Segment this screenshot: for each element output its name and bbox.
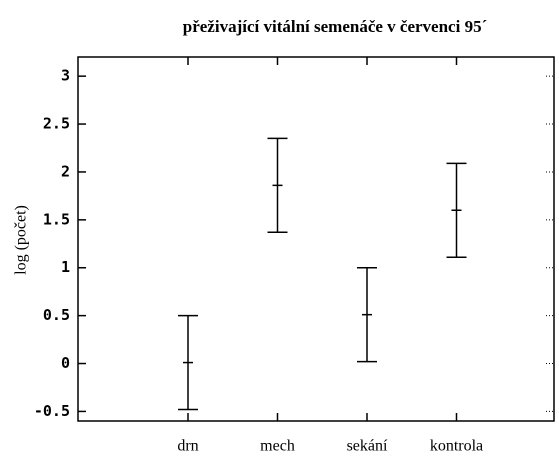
y-tick-label: 1.5 <box>43 210 70 228</box>
x-tick-label: sekání <box>347 438 388 455</box>
y-axis-label: log (počet) <box>13 205 30 275</box>
x-tick-label: mech <box>260 438 295 455</box>
y-tick-label: 2.5 <box>43 115 70 133</box>
y-tick-label: 0.5 <box>43 306 70 324</box>
x-tick-label: drn <box>177 438 198 455</box>
y-tick-label: 1 <box>61 258 70 276</box>
chart-title: přeživající vitální semenáče v červenci … <box>183 17 487 36</box>
y-tick-label: 2 <box>61 162 70 180</box>
y-tick-label: -0.5 <box>34 402 70 420</box>
plot-frame <box>77 56 555 422</box>
y-tick-label: 3 <box>61 67 70 85</box>
y-tick-label: 0 <box>61 354 70 372</box>
x-tick-label: kontrola <box>430 438 483 455</box>
